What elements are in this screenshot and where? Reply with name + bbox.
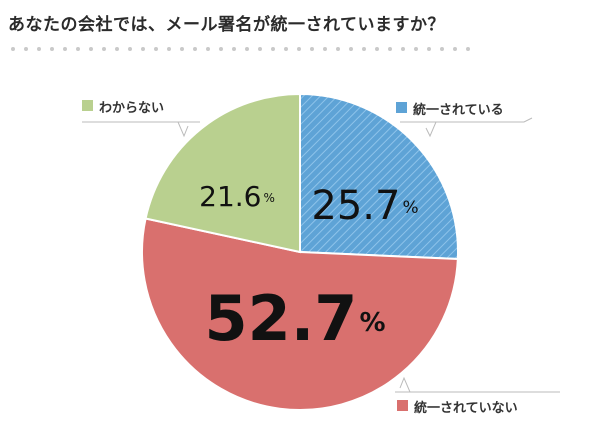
legend-swatch — [82, 100, 93, 111]
pie-slice — [141, 217, 459, 412]
callout-line — [395, 376, 560, 393]
pie-slice — [144, 92, 301, 254]
callout-line — [82, 121, 200, 138]
title-divider — [11, 47, 470, 51]
value-label: 25.7% — [311, 183, 418, 229]
legend-swatch — [396, 102, 407, 113]
pie-slice — [299, 92, 459, 260]
chart-title: あなたの会社では、メール署名が統一されていますか？ — [8, 15, 445, 35]
callout-line — [400, 117, 533, 138]
legend-swatch — [397, 400, 408, 411]
value-label: 21.6% — [199, 180, 275, 213]
legend-label: 統一されている — [413, 102, 504, 118]
legend-label: わからない — [99, 101, 164, 116]
value-label: 52.7% — [204, 282, 385, 355]
legend-label: 統一されていない — [414, 400, 518, 416]
